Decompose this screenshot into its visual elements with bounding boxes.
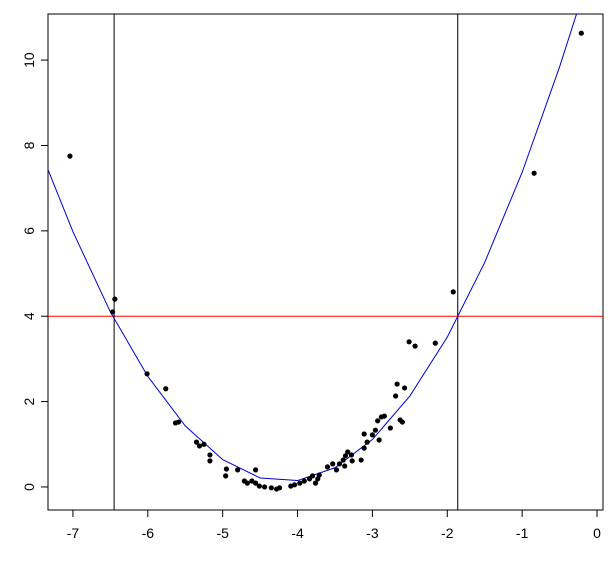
point [276,485,283,491]
point [193,439,200,445]
point [375,418,381,424]
point [406,339,412,345]
point [336,461,343,467]
point [223,473,229,479]
point [268,485,274,491]
point [387,425,393,431]
point [401,385,408,391]
point [393,393,399,399]
point [256,483,262,489]
point [348,452,355,458]
point [345,449,351,455]
point [349,458,355,464]
x-tick-label: -5 [216,525,229,541]
point [361,445,367,451]
point [235,467,241,473]
point [291,482,298,488]
point [207,452,213,458]
point [297,480,303,486]
point [312,480,319,486]
point [412,343,418,349]
plot-box [47,13,604,511]
point [578,30,584,36]
point [253,467,259,473]
y-tick-label: 0 [21,483,37,491]
fit-curve [48,14,578,482]
y-tick-label: 2 [21,397,37,405]
point [201,441,207,447]
point [342,463,348,469]
point [163,386,169,392]
point [324,464,331,470]
point [330,461,336,467]
point [175,419,182,425]
point [369,432,376,438]
y-tick-label: 4 [21,312,37,320]
point [112,296,118,302]
point [333,467,340,473]
y-tick-label: 8 [21,141,37,149]
point [223,466,230,472]
y-tick-label: 10 [21,52,37,68]
x-tick-label: -4 [291,525,304,541]
point [253,480,259,486]
point [372,427,378,433]
x-tick-label: -7 [67,525,80,541]
point [340,457,346,463]
x-tick-label: -2 [441,525,454,541]
point [358,457,364,463]
point [110,309,116,315]
point [316,472,322,478]
x-tick-label: -3 [366,525,379,541]
point [399,419,405,425]
point [376,437,382,443]
point [364,439,370,445]
y-tick-label: 6 [21,227,37,235]
point [309,473,316,479]
point [196,443,203,449]
x-tick-label: 0 [593,525,601,541]
point [342,453,349,459]
point [381,413,387,419]
point [261,484,268,490]
x-tick-label: -6 [142,525,155,541]
point [394,381,400,387]
point [207,458,213,464]
point [67,153,73,159]
point [432,340,438,346]
point [361,431,367,437]
point [144,371,150,377]
point [244,480,250,486]
point [301,478,307,484]
point [450,289,456,295]
point [531,170,537,176]
x-tick-label: -1 [516,525,529,541]
